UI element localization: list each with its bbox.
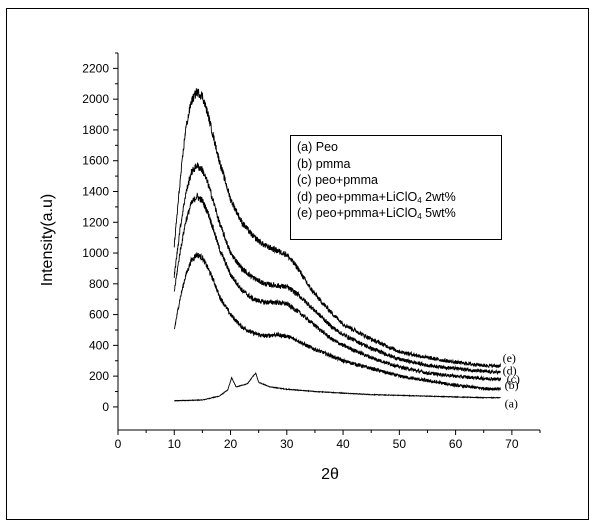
series-line-c xyxy=(173,192,502,382)
x-tick-label: 60 xyxy=(449,437,463,451)
y-tick-label: 800 xyxy=(89,277,109,291)
series-layer xyxy=(173,88,502,402)
series-tag: (a) xyxy=(505,397,518,411)
legend-suffix: 5wt% xyxy=(421,206,456,220)
series-tag: (d) xyxy=(503,363,517,377)
y-tick-label: 1200 xyxy=(82,215,109,229)
y-tick-label: 2200 xyxy=(82,61,109,75)
y-tick-label: 1000 xyxy=(82,246,109,260)
x-tick-label: 30 xyxy=(280,437,294,451)
legend-text: peo+pmma+LiClO xyxy=(315,206,418,220)
y-tick-label: 1800 xyxy=(82,123,109,137)
legend-sub: 4 xyxy=(417,212,422,221)
x-tick-label: 10 xyxy=(168,437,182,451)
legend-entry: (d) peo+pmma+LiClO4 2wt% xyxy=(297,189,501,206)
legend-text: pmma xyxy=(315,156,351,171)
x-axis-title: 2θ xyxy=(321,466,339,483)
series-line-a xyxy=(173,372,501,402)
legend: (a) Peo (b) pmma (c) peo+pmma (d) peo+pmma+… xyxy=(290,135,502,240)
y-axis-title: Intensity(a.u) xyxy=(39,194,56,286)
x-tick-label: 0 xyxy=(115,437,122,451)
series-line-d xyxy=(173,162,501,376)
y-tick-label: 400 xyxy=(89,338,109,352)
legend-entry: (a) Peo xyxy=(297,139,501,156)
legend-text: peo+pmma xyxy=(315,173,378,187)
series-tags: (a) (b)(c)(d)(e) xyxy=(503,351,520,411)
legend-text: peo+pmma+LiClO xyxy=(315,189,418,204)
legend-tag: (b) xyxy=(297,156,313,171)
y-tick-label: 1400 xyxy=(82,184,109,198)
legend-suffix: 2wt% xyxy=(421,189,456,204)
legend-entry: (e) peo+pmma+LiClO4 5wt% xyxy=(297,205,501,222)
y-ticks: 0 200 400 600 800 1000 1200 1400 1600 1800 2000 220… xyxy=(82,52,118,414)
legend-sub: 4 xyxy=(417,195,422,205)
y-tick-label: 1600 xyxy=(82,154,109,168)
y-tick-label: 200 xyxy=(89,369,109,383)
series-tag: (c) xyxy=(507,372,520,386)
legend-tag: (a) xyxy=(297,140,313,154)
legend-tag: (d) xyxy=(297,189,313,204)
series-line-b xyxy=(173,252,501,392)
legend-entry: (b) pmma xyxy=(297,156,501,173)
x-tick-label: 20 xyxy=(224,437,238,451)
x-tick-label: 70 xyxy=(505,437,519,451)
series-line-e xyxy=(173,88,502,369)
chart-frame xyxy=(6,8,589,520)
legend-entry: (c) peo+pmma xyxy=(297,172,501,189)
series-tag: (e) xyxy=(503,351,516,365)
axes: 0 10 20 30 40 50 60 70 0 200 400 600 800 1000 1200 140… xyxy=(82,52,541,451)
y-tick-label: 2000 xyxy=(82,92,109,106)
y-tick-label: 0 xyxy=(102,400,109,414)
x-tick-label: 40 xyxy=(336,437,350,451)
legend-tag: (e) xyxy=(297,206,313,220)
legend-text: Peo xyxy=(315,140,339,154)
series-tag: (b) xyxy=(505,378,519,392)
x-tick-label: 50 xyxy=(393,437,407,451)
legend-tag: (c) xyxy=(297,173,312,187)
y-tick-label: 600 xyxy=(89,308,109,322)
x-ticks: 0 10 20 30 40 50 60 70 xyxy=(115,430,541,451)
